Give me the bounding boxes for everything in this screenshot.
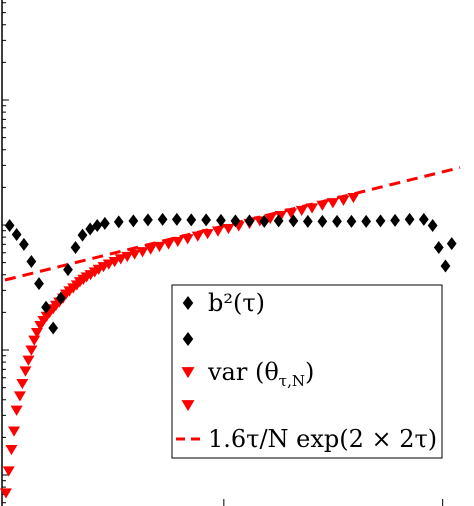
var-theta-point xyxy=(181,234,194,245)
legend-box xyxy=(171,284,443,459)
legend-var-theta-blank-marker xyxy=(181,400,195,412)
b2-point xyxy=(143,213,153,227)
b2-point xyxy=(361,214,372,228)
legend-var-theta-label: var (θτ,N) xyxy=(207,358,314,390)
var-theta-point xyxy=(285,208,298,219)
plot-area xyxy=(0,166,461,499)
legend-b2-marker xyxy=(182,296,194,310)
legend: b²(τ) var (θτ,N) 1.6τ/N exp(2 × 2τ) xyxy=(171,284,443,459)
b2-point xyxy=(418,212,429,226)
b2-point xyxy=(440,259,451,273)
b2-point xyxy=(41,300,51,314)
var-theta-point xyxy=(201,229,214,240)
var-theta-point xyxy=(0,488,12,499)
var-theta-point xyxy=(162,239,175,250)
b2-point xyxy=(273,214,284,228)
b2-point xyxy=(113,215,124,229)
b2-point xyxy=(34,277,44,291)
var-theta-point xyxy=(222,223,235,235)
b2-point xyxy=(63,263,73,277)
var-theta-point xyxy=(211,226,224,237)
var-theta-point xyxy=(19,366,32,377)
var-theta-point xyxy=(114,254,127,265)
var-theta-point xyxy=(2,466,15,477)
b2-point xyxy=(427,219,438,233)
var-theta-point xyxy=(295,205,308,217)
var-theta-point xyxy=(153,241,166,253)
b2-point xyxy=(259,214,270,228)
var-theta-point xyxy=(306,203,319,214)
fit-line xyxy=(4,166,461,282)
var-theta-point xyxy=(25,345,38,356)
var-theta-point xyxy=(171,236,184,248)
var-theta-point xyxy=(144,244,157,255)
b2-point xyxy=(332,214,342,228)
b2-point xyxy=(390,213,400,227)
b2-point xyxy=(375,214,386,228)
b2-point xyxy=(48,321,59,335)
var-theta-point xyxy=(16,378,29,390)
b2-point xyxy=(128,214,139,228)
b2-point xyxy=(201,213,212,227)
b2-point xyxy=(404,212,415,226)
b2-point xyxy=(346,214,357,228)
var-theta-point xyxy=(347,192,360,204)
var-theta-point xyxy=(191,231,204,242)
b2-point xyxy=(70,241,81,255)
b2-point xyxy=(433,241,444,255)
var-theta-point xyxy=(128,249,141,260)
b2-point xyxy=(99,216,110,230)
b2-point xyxy=(157,212,168,226)
y-axis-ticks xyxy=(2,2,9,504)
b2-point xyxy=(446,237,457,251)
b2-point xyxy=(317,214,328,228)
legend-b2-label: b²(τ) xyxy=(208,289,265,317)
var-theta-point xyxy=(28,335,41,346)
x-axis-ticks xyxy=(223,499,444,506)
b2-point xyxy=(92,219,103,233)
var-theta-point xyxy=(121,251,134,263)
legend-var-theta-marker xyxy=(181,367,195,379)
var-theta-point xyxy=(316,200,329,211)
var-theta-point xyxy=(8,426,21,437)
var-theta-point xyxy=(13,391,26,402)
var-theta-point xyxy=(136,247,149,258)
var-theta-point xyxy=(22,355,35,366)
b2-point xyxy=(171,212,182,226)
b2-point xyxy=(19,237,29,251)
b2-point xyxy=(55,291,66,305)
b2-point xyxy=(4,219,15,233)
b2-point xyxy=(11,227,22,241)
b2-point xyxy=(244,214,255,228)
var-theta-point xyxy=(337,195,350,206)
legend-fit-label: 1.6τ/N exp(2 × 2τ) xyxy=(208,425,437,453)
b2-point xyxy=(77,228,88,242)
legend-b2-blank-marker xyxy=(182,332,194,346)
var-theta-point xyxy=(108,257,121,268)
var-theta-point xyxy=(274,211,287,222)
var-theta-point xyxy=(264,213,277,225)
b2-point xyxy=(288,214,299,228)
b2-point xyxy=(230,214,241,228)
b2-point xyxy=(302,214,313,228)
b2-point xyxy=(216,213,226,227)
b2-point xyxy=(186,213,197,227)
var-theta-point xyxy=(10,405,23,416)
b2-point xyxy=(26,255,37,269)
var-theta-point xyxy=(5,444,18,456)
var-theta-point xyxy=(326,198,339,209)
